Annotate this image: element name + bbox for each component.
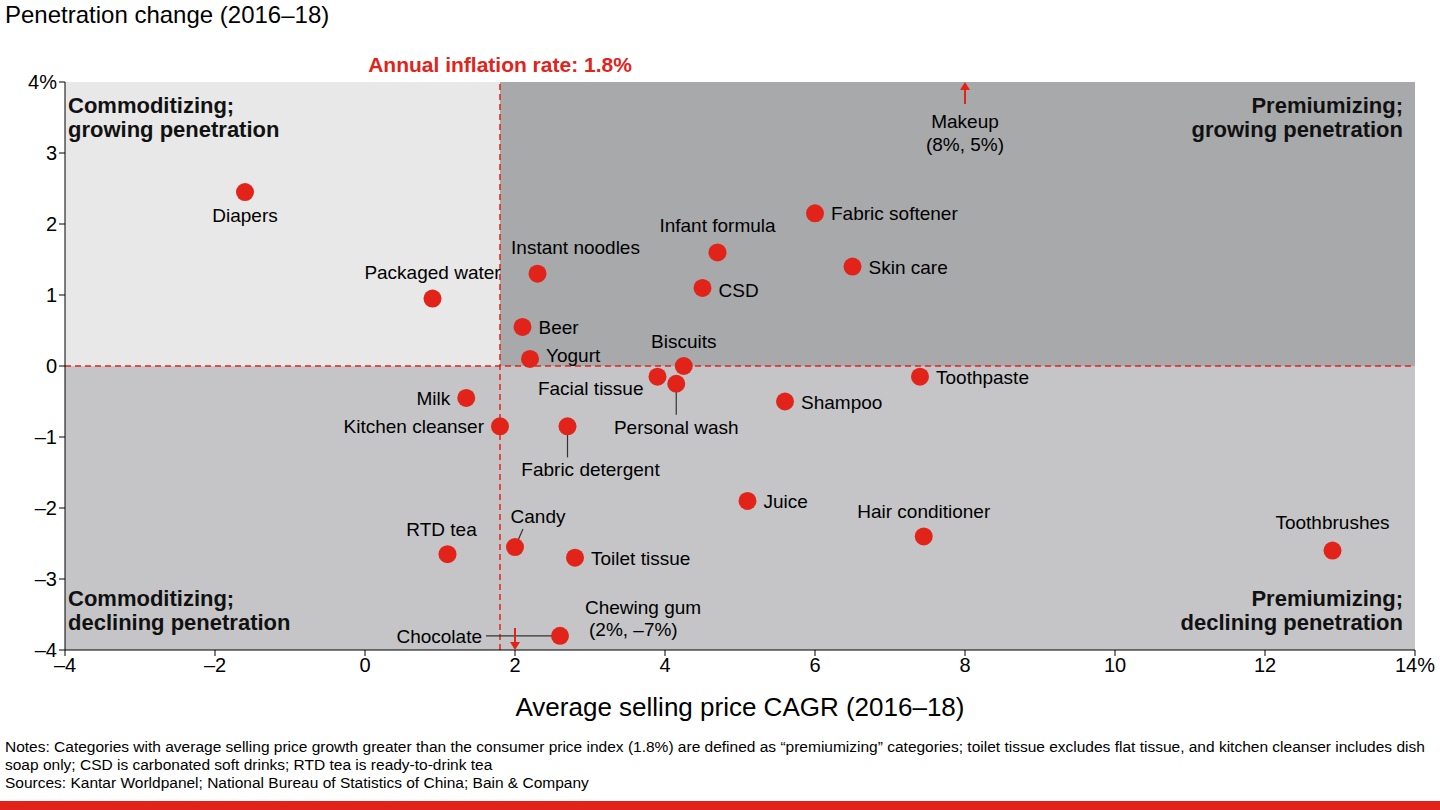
svg-text:–4: –4 (35, 639, 57, 661)
svg-text:Shampoo: Shampoo (801, 392, 882, 413)
svg-text:0: 0 (359, 654, 370, 676)
svg-text:Instant noodles: Instant noodles (511, 237, 640, 258)
svg-text:Makeup(8%, 5%): Makeup(8%, 5%) (926, 111, 1004, 155)
svg-text:Milk: Milk (416, 388, 450, 409)
svg-text:14%: 14% (1395, 654, 1432, 676)
svg-text:Toothbrushes: Toothbrushes (1275, 512, 1389, 533)
svg-text:Fabric detergent: Fabric detergent (521, 459, 660, 480)
svg-text:Infant formula: Infant formula (659, 215, 776, 236)
svg-text:Personal wash: Personal wash (614, 417, 739, 438)
svg-text:4: 4 (659, 654, 670, 676)
html-text:Sources: Kantar Worldpanel; Na: Sources: Kantar Worldpanel; National Bur… (5, 774, 589, 791)
svg-text:–1: –1 (35, 426, 57, 448)
svg-text:RTD tea: RTD tea (406, 519, 477, 540)
svg-text:Commoditizing;declining penetr: Commoditizing;declining penetration (68, 586, 290, 635)
svg-text:Chewing gum(2%, –7%): Chewing gum(2%, –7%) (585, 597, 701, 640)
svg-text:Average selling price CAGR (20: Average selling price CAGR (2016–18) (516, 692, 965, 722)
svg-text:1: 1 (46, 284, 57, 306)
svg-text:Premiumizing;declining penetra: Premiumizing;declining penetration (1181, 586, 1403, 635)
svg-text:12: 12 (1254, 654, 1276, 676)
html-text:Penetration change (2016–18): Penetration change (2016–18) (5, 1, 330, 28)
svg-text:Fabric softener: Fabric softener (831, 203, 958, 224)
svg-text:0: 0 (46, 355, 57, 377)
svg-text:–4: –4 (54, 654, 76, 676)
svg-text:Yogurt: Yogurt (546, 345, 601, 366)
svg-text:Beer: Beer (539, 317, 580, 338)
svg-text:Skin care: Skin care (869, 257, 948, 278)
svg-text:6: 6 (809, 654, 820, 676)
svg-text:2: 2 (46, 213, 57, 235)
svg-text:CSD: CSD (719, 280, 759, 301)
svg-text:Hair conditioner: Hair conditioner (857, 501, 991, 522)
svg-text:Commoditizing;growing penetrat: Commoditizing;growing penetration (68, 93, 279, 142)
svg-text:Candy: Candy (511, 506, 566, 527)
svg-text:Diapers: Diapers (212, 205, 277, 226)
svg-text:–3: –3 (35, 568, 57, 590)
svg-text:3: 3 (46, 142, 57, 164)
svg-text:10: 10 (1104, 654, 1126, 676)
svg-text:–2: –2 (204, 654, 226, 676)
svg-text:2: 2 (509, 654, 520, 676)
svg-text:Juice: Juice (764, 491, 808, 512)
svg-text:Annual inflation rate: 1.8%: Annual inflation rate: 1.8% (368, 53, 632, 76)
svg-text:Biscuits: Biscuits (651, 331, 716, 352)
html-text:Notes: Categories with average: Notes: Categories with average selling p… (5, 738, 1425, 773)
svg-text:Kitchen cleanser: Kitchen cleanser (344, 416, 485, 437)
svg-text:8: 8 (959, 654, 970, 676)
svg-text:Toothpaste: Toothpaste (936, 367, 1029, 388)
svg-text:Premiumizing;growing penetrati: Premiumizing;growing penetration (1192, 93, 1403, 142)
svg-text:Packaged water: Packaged water (364, 262, 501, 283)
svg-text:Chocolate: Chocolate (396, 626, 482, 647)
svg-text:Facial tissue: Facial tissue (538, 378, 644, 399)
svg-text:–2: –2 (35, 497, 57, 519)
svg-text:4%: 4% (28, 71, 57, 93)
svg-text:Toilet tissue: Toilet tissue (591, 548, 690, 569)
